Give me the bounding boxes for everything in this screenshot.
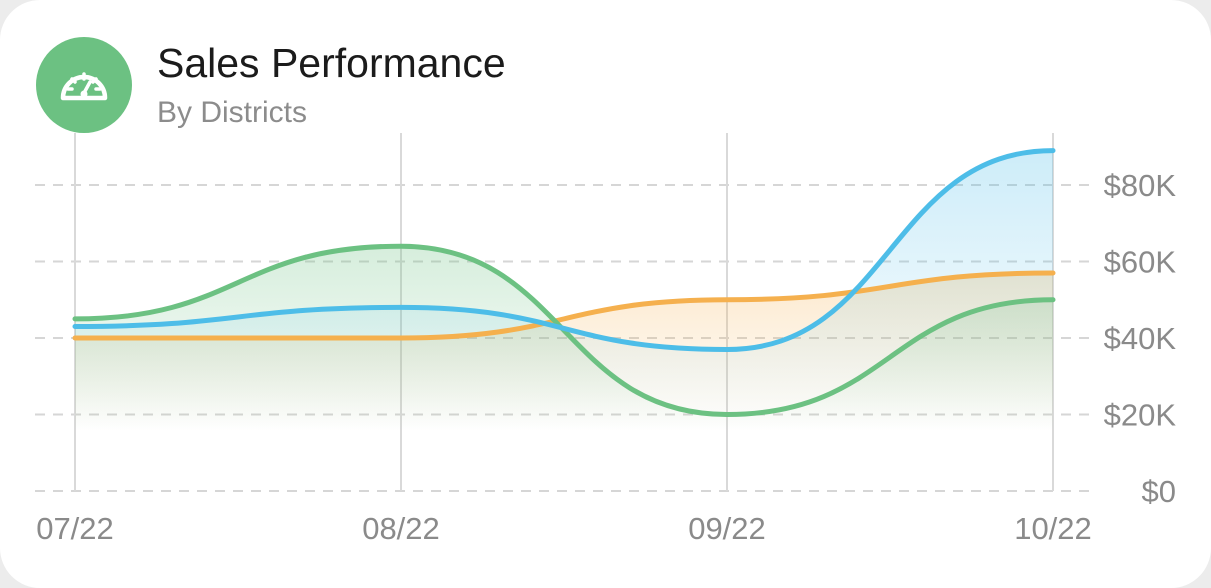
y-tick-label: $20K bbox=[1104, 398, 1177, 433]
y-tick-label: $0 bbox=[1142, 474, 1176, 509]
series-area bbox=[75, 150, 1053, 491]
chart-subtitle: By Districts bbox=[157, 96, 307, 129]
x-tick-label: 07/22 bbox=[36, 511, 114, 546]
series-line bbox=[72, 270, 1056, 341]
series-line bbox=[72, 243, 1056, 417]
x-tick-label: 08/22 bbox=[362, 511, 440, 546]
x-tick-labels: 07/22 08/22 09/22 10/22 bbox=[36, 511, 1092, 546]
x-tick-label: 09/22 bbox=[688, 511, 766, 546]
y-tick-label: $60K bbox=[1104, 245, 1177, 280]
series-line bbox=[72, 148, 1056, 352]
y-tick-label: $80K bbox=[1104, 168, 1177, 203]
speedometer-icon bbox=[36, 37, 132, 133]
x-tick-label: 10/22 bbox=[1014, 511, 1092, 546]
series-lines bbox=[72, 148, 1056, 417]
y-tick-labels: $0 $20K $40K $60K $80K bbox=[1104, 168, 1177, 509]
chart-title: Sales Performance bbox=[157, 40, 506, 86]
y-tick-label: $40K bbox=[1104, 321, 1177, 356]
